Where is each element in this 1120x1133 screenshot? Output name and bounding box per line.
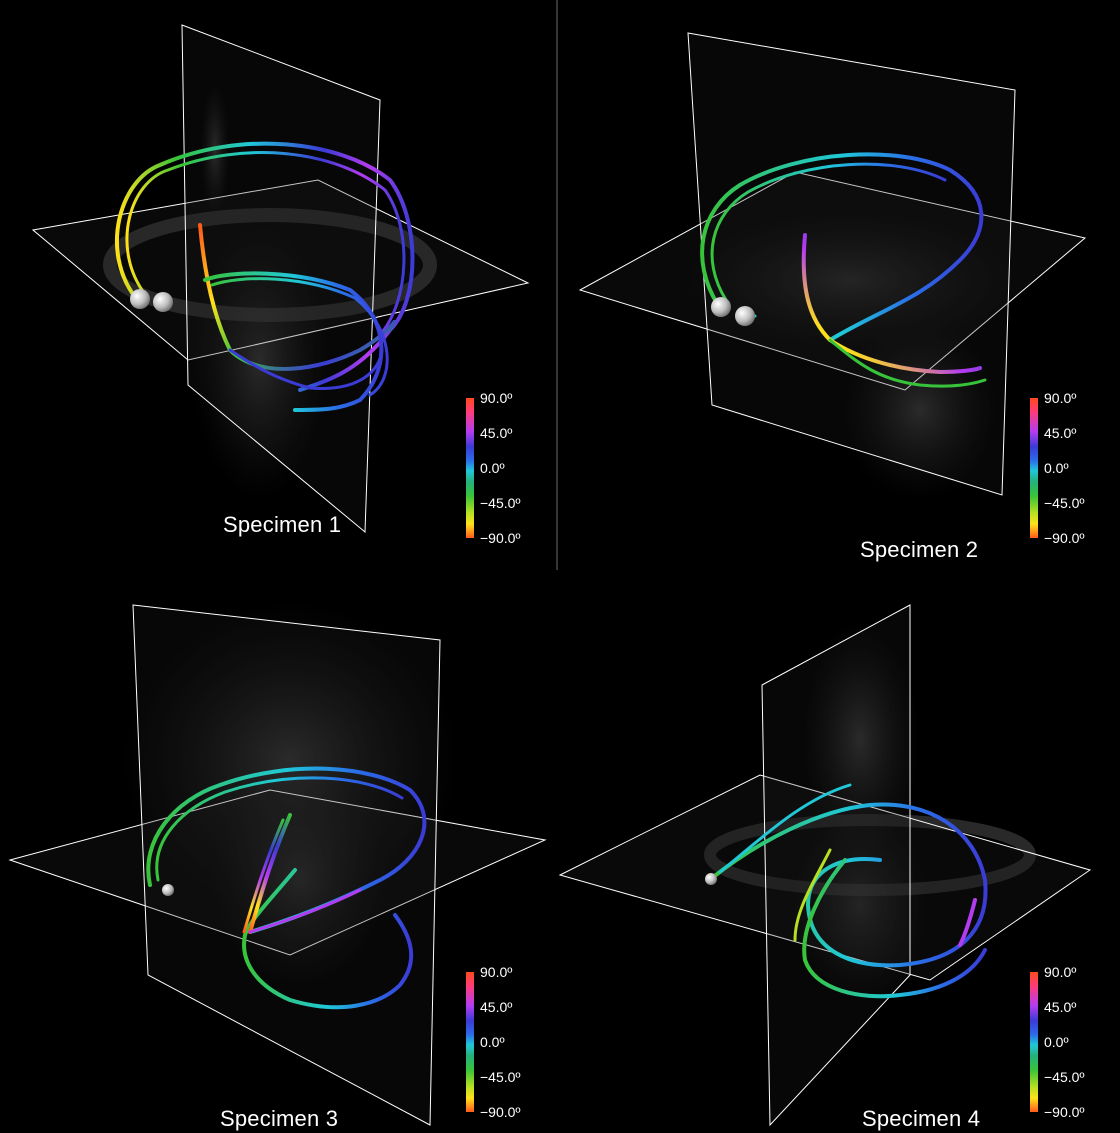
colorbar-tick: 90.0º [480, 964, 513, 980]
sphere-marker [705, 873, 717, 885]
tissue-haze [210, 770, 390, 990]
sphere-marker [735, 306, 755, 326]
colorbar-specimen-3: 90.0º 45.0º 0.0º −45.0º −90.0º [466, 962, 556, 1122]
panel-3-render [8, 600, 547, 1126]
colorbar-tick: −90.0º [1044, 1104, 1085, 1120]
colorbar-tick: −45.0º [1044, 1069, 1085, 1085]
vertical-plane [132, 604, 441, 1126]
colorbar-gradient [466, 398, 474, 538]
tissue-ring [103, 208, 437, 322]
panel-label-specimen-1: Specimen 1 [223, 512, 342, 537]
panel-label-specimen-4: Specimen 4 [862, 1106, 981, 1131]
panel-1-render [31, 24, 530, 534]
colorbar-tick: 90.0º [1044, 390, 1077, 406]
tissue-haze [680, 210, 1020, 350]
colorbar-specimen-4: 90.0º 45.0º 0.0º −45.0º −90.0º [1030, 962, 1120, 1122]
horizontal-plane [31, 179, 530, 361]
vertical-plane [687, 32, 1016, 496]
colorbar-tick: 0.0º [480, 460, 505, 476]
colorbar-tick: 0.0º [1044, 460, 1069, 476]
horizontal-plane [558, 774, 1092, 981]
panel-2-render [578, 32, 1087, 500]
colorbar-tick: 45.0º [1044, 425, 1077, 441]
colorbar-tick: 0.0º [480, 1034, 505, 1050]
colorbar-gradient [1030, 398, 1038, 538]
tissue-haze [190, 220, 330, 500]
sphere-marker [130, 289, 150, 309]
tissue-ring [704, 814, 1036, 896]
colorbar-tick: 45.0º [1044, 999, 1077, 1015]
colorbar-specimen-1: 90.0º 45.0º 0.0º −45.0º −90.0º [466, 388, 556, 548]
colorbar-tick: 90.0º [480, 390, 513, 406]
tissue-haze [790, 805, 930, 1005]
colorbar-tick: −90.0º [480, 530, 521, 546]
colorbar-specimen-2: 90.0º 45.0º 0.0º −45.0º −90.0º [1030, 388, 1120, 548]
colorbar-gradient [466, 972, 474, 1112]
colorbar-tick: −45.0º [480, 1069, 521, 1085]
panel-label-specimen-3: Specimen 3 [220, 1106, 339, 1131]
horizontal-plane [8, 789, 547, 956]
colorbar-tick: −90.0º [480, 1104, 521, 1120]
colorbar-tick: −90.0º [1044, 530, 1085, 546]
colorbar-tick: −45.0º [480, 495, 521, 511]
fiber-tracts [710, 783, 988, 999]
colorbar-tick: −45.0º [1044, 495, 1085, 511]
tissue-haze [800, 620, 920, 860]
fiber-tracts [114, 141, 415, 412]
colorbar-tick: 0.0º [1044, 1034, 1069, 1050]
colorbar-tick: 45.0º [480, 999, 513, 1015]
fiber-tracts [146, 766, 427, 1010]
sphere-marker [153, 292, 173, 312]
colorbar-tick: 45.0º [480, 425, 513, 441]
panel-4-render [558, 604, 1092, 1127]
panel-label-specimen-2: Specimen 2 [860, 537, 979, 562]
sphere-marker [162, 884, 174, 896]
fiber-tracts [700, 152, 987, 388]
colorbar-gradient [1030, 972, 1038, 1112]
colorbar-tick: 90.0º [1044, 964, 1077, 980]
sphere-marker [711, 297, 731, 317]
tissue-haze [840, 320, 1000, 500]
